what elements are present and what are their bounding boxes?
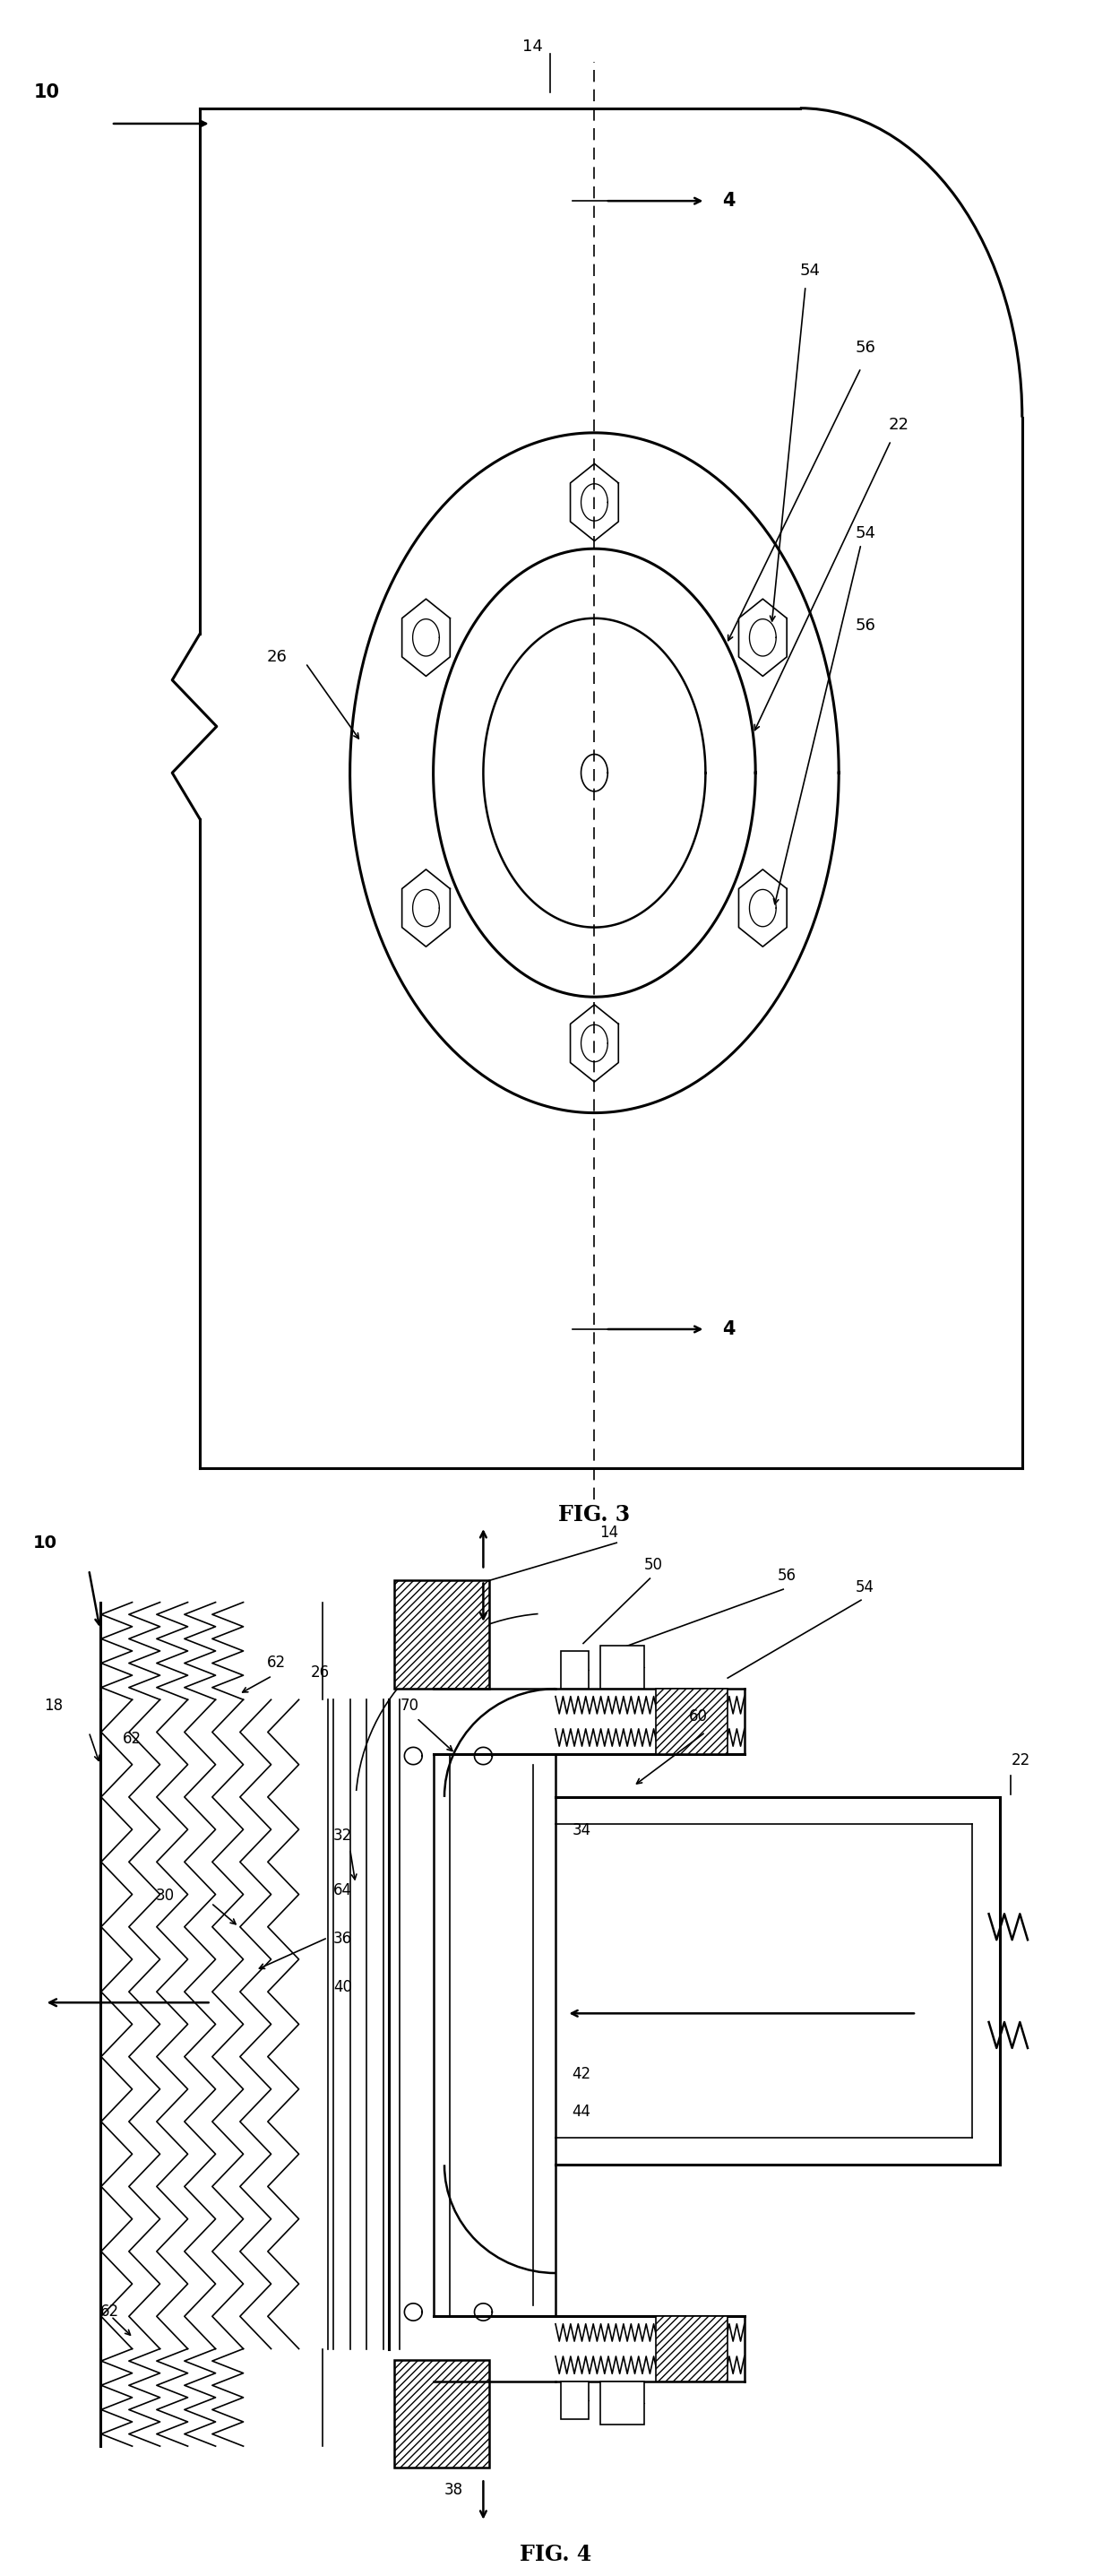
- Text: 22: 22: [1011, 1752, 1030, 1767]
- Text: FIG. 3: FIG. 3: [559, 1504, 630, 1525]
- Text: 30: 30: [156, 1888, 174, 1904]
- Bar: [655, 2316, 728, 2380]
- Text: 62: 62: [267, 1654, 286, 1672]
- Text: 22: 22: [889, 417, 910, 433]
- Text: 56: 56: [855, 618, 875, 634]
- Text: 50: 50: [644, 1558, 663, 1574]
- Text: 34: 34: [572, 1821, 591, 1839]
- Text: 70: 70: [400, 1698, 419, 1713]
- Text: 54: 54: [800, 263, 821, 278]
- Text: 62: 62: [100, 2303, 119, 2321]
- Text: FIG. 4: FIG. 4: [520, 2543, 591, 2566]
- Text: 60: 60: [689, 1708, 708, 1726]
- Bar: [561, 2380, 589, 2419]
- Bar: [600, 1646, 644, 1690]
- Text: 26: 26: [267, 649, 287, 665]
- Bar: [394, 1582, 489, 1690]
- Text: 4: 4: [722, 1321, 735, 1337]
- Text: 32: 32: [333, 1829, 352, 1844]
- Text: 10: 10: [33, 1535, 58, 1551]
- Text: 14: 14: [600, 1525, 619, 1540]
- Text: 42: 42: [572, 2066, 591, 2081]
- Text: 44: 44: [572, 2105, 591, 2120]
- Text: 14: 14: [522, 39, 542, 54]
- Text: 56: 56: [778, 1569, 797, 1584]
- Text: 54: 54: [855, 1579, 874, 1595]
- Text: 56: 56: [855, 340, 875, 355]
- Text: 38: 38: [444, 2483, 463, 2499]
- Text: 54: 54: [855, 526, 877, 541]
- Text: 10: 10: [33, 85, 59, 100]
- Text: 4: 4: [722, 193, 735, 209]
- Text: 40: 40: [333, 1978, 352, 1996]
- Text: 36: 36: [333, 1929, 352, 1947]
- Text: 64: 64: [333, 1883, 352, 1899]
- Text: 26: 26: [311, 1664, 330, 1680]
- Bar: [394, 2360, 489, 2468]
- Text: 18: 18: [44, 1698, 63, 1713]
- Bar: [655, 1690, 728, 1754]
- Bar: [561, 1651, 589, 1690]
- Bar: [600, 2380, 644, 2424]
- Text: 62: 62: [122, 1731, 141, 1747]
